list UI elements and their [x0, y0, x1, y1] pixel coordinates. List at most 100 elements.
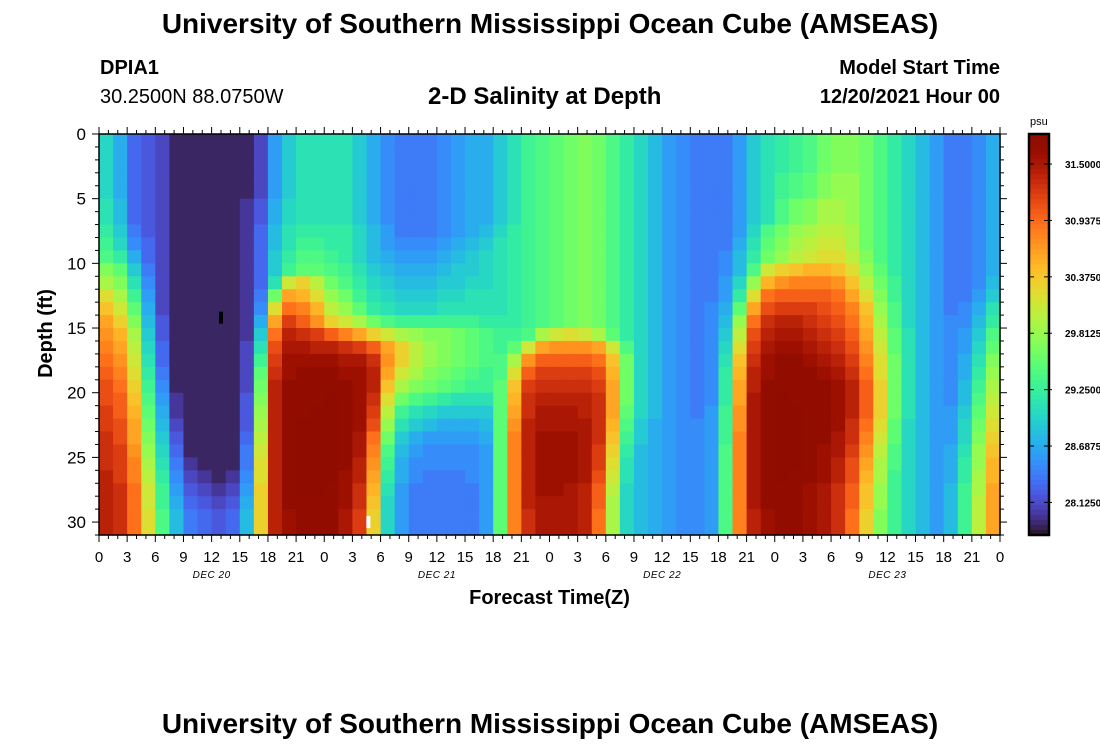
heatmap-cell — [816, 302, 832, 316]
heatmap-cell — [113, 315, 128, 329]
heatmap-cell — [915, 185, 931, 200]
heatmap-cell — [155, 483, 170, 497]
heatmap-cell — [887, 276, 903, 290]
heatmap-cell — [648, 379, 663, 394]
heatmap-cell — [422, 276, 438, 290]
heatmap-cell — [577, 315, 593, 329]
heatmap-cell — [296, 392, 311, 407]
heatmap-cell — [619, 483, 635, 497]
heatmap-cell — [549, 431, 565, 446]
heatmap-cell — [310, 509, 325, 523]
heatmap-cell — [746, 496, 762, 510]
heatmap-cell — [690, 405, 705, 420]
heatmap-cell — [831, 379, 846, 394]
heatmap-cell — [141, 289, 156, 303]
heatmap-cell — [155, 263, 170, 277]
heatmap-cell — [943, 431, 959, 446]
heatmap-cell — [99, 340, 114, 355]
heatmap-cell — [493, 185, 508, 200]
heatmap-cell — [338, 159, 354, 174]
heatmap-cell — [465, 496, 480, 510]
y-tick-label: 10 — [67, 254, 86, 273]
heatmap-cell — [619, 211, 635, 226]
heatmap-cell — [239, 146, 255, 161]
heatmap-cell — [99, 353, 114, 368]
heatmap-cell — [901, 470, 917, 484]
heatmap-cell — [957, 483, 973, 497]
heatmap-cell — [127, 250, 142, 264]
heatmap-cell — [676, 379, 691, 394]
heatmap-cell — [296, 237, 311, 252]
heatmap-cell — [957, 470, 973, 484]
heatmap-cell — [394, 392, 410, 407]
heatmap-cell — [366, 470, 382, 484]
heatmap-cell — [479, 172, 494, 187]
heatmap-cell — [676, 366, 691, 381]
heatmap-cell — [774, 392, 790, 407]
heatmap-cell — [746, 457, 762, 471]
heatmap-cell — [760, 172, 776, 187]
heatmap-cell — [816, 392, 832, 407]
heatmap-cell — [99, 302, 114, 316]
heatmap-cell — [788, 134, 804, 148]
heatmap-cell — [169, 263, 185, 277]
heatmap-cell — [633, 237, 649, 252]
page-title: University of Southern Mississippi Ocean… — [161, 8, 939, 39]
heatmap-cell — [183, 483, 199, 497]
heatmap-cell — [155, 366, 170, 381]
heatmap-cell — [239, 353, 255, 368]
heatmap-cell — [380, 431, 396, 446]
heatmap-cell — [718, 444, 734, 458]
heatmap-cell — [704, 379, 720, 394]
x-tick-label: 9 — [855, 549, 863, 566]
heatmap-cell — [662, 509, 677, 523]
heatmap-cell — [493, 353, 508, 368]
heatmap-cell — [465, 185, 480, 200]
heatmap-cell — [831, 405, 846, 420]
heatmap-cell — [155, 315, 170, 329]
heatmap-cell — [324, 340, 339, 355]
heatmap-cell — [141, 185, 156, 200]
colorbar-tick-label: 30.3750 — [1065, 273, 1100, 284]
heatmap-cell — [633, 276, 649, 290]
heatmap-cell — [366, 379, 382, 394]
heatmap-cell — [676, 496, 691, 510]
heatmap-cell — [310, 315, 325, 329]
heatmap-cell — [366, 159, 382, 174]
colorbar-segment — [1029, 424, 1049, 431]
heatmap-cell — [183, 496, 199, 510]
heatmap-cell — [816, 263, 832, 277]
heatmap-cell — [605, 224, 621, 239]
colorbar-segment — [1029, 489, 1049, 496]
heatmap-cell — [901, 418, 917, 433]
heatmap-cell — [380, 457, 396, 471]
heatmap-cell — [774, 172, 790, 187]
heatmap-cell — [887, 353, 903, 368]
colorbar-segment — [1029, 499, 1049, 506]
heatmap-cell — [267, 328, 283, 342]
heatmap-cell — [141, 522, 156, 536]
heatmap-cell — [380, 172, 396, 187]
heatmap-cell — [225, 496, 241, 510]
heatmap-cell — [760, 250, 776, 264]
colorbar-segment — [1029, 204, 1049, 210]
heatmap-cell — [633, 496, 649, 510]
heatmap-cell — [253, 328, 269, 342]
heatmap-cell — [225, 470, 241, 484]
heatmap-cell — [493, 457, 508, 471]
heatmap-cell — [901, 405, 917, 420]
colorbar-tick-label: 30.9375 — [1065, 216, 1100, 227]
heatmap-cell — [296, 211, 311, 226]
heatmap-cell — [267, 134, 283, 148]
heatmap-cell — [563, 457, 579, 471]
heatmap-cell — [662, 315, 677, 329]
heatmap-cell — [239, 224, 255, 239]
heatmap-cell — [619, 134, 635, 148]
heatmap-cell — [521, 172, 537, 187]
heatmap-cell — [211, 289, 227, 303]
heatmap-cell — [577, 276, 593, 290]
heatmap-cell — [197, 483, 213, 497]
heatmap-cell — [282, 276, 297, 290]
heatmap-cell — [690, 276, 705, 290]
heatmap-cell — [479, 328, 494, 342]
